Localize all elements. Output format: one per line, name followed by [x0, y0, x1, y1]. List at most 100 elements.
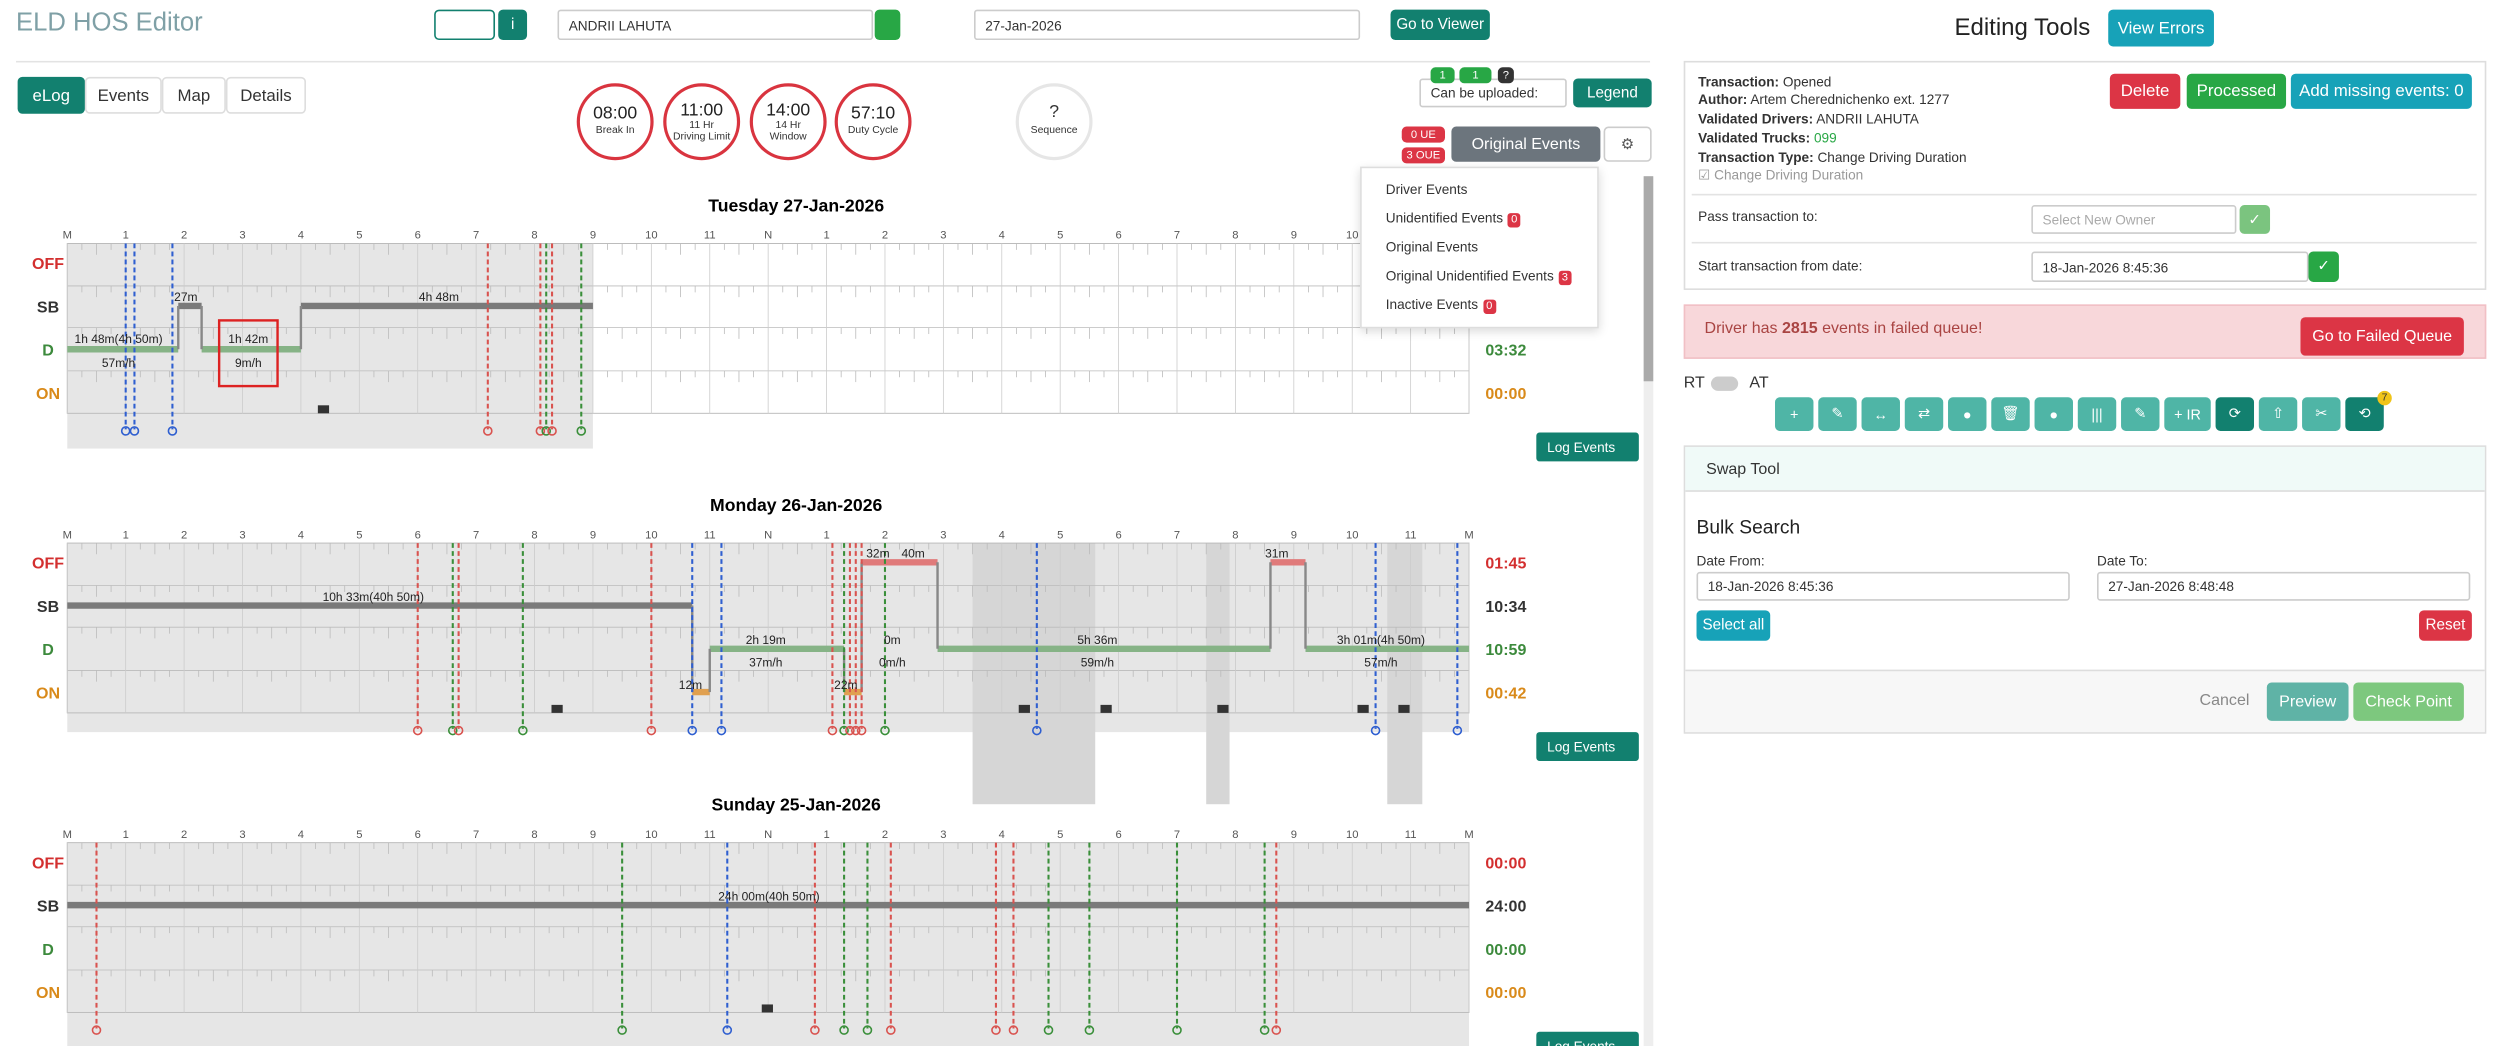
tool-button[interactable]: + IR — [2164, 397, 2211, 431]
check-point[interactable]: Check Point — [2353, 682, 2464, 721]
cancel[interactable]: Cancel — [2199, 692, 2250, 710]
failed-queue[interactable]: Go to Failed Queue — [2300, 317, 2464, 356]
go-viewer[interactable]: Go to Viewer — [1390, 9, 1490, 41]
owner-select[interactable]: Select New Owner — [2031, 205, 2237, 234]
processed[interactable]: Processed — [2186, 73, 2287, 109]
info-button[interactable]: i — [498, 9, 528, 41]
tool-button[interactable]: + — [1775, 397, 1814, 431]
sequence-value: ? — [1049, 102, 1060, 122]
original-events[interactable]: Original Events — [1451, 126, 1601, 162]
to-label: Date To: — [2097, 552, 2148, 569]
event-marker — [541, 426, 552, 436]
tool-button[interactable]: ⇄ — [1904, 397, 1944, 431]
tool-button[interactable]: ✎ — [1818, 397, 1857, 431]
driver-select[interactable]: ANDRII LAHUTA — [557, 9, 874, 41]
tool-button[interactable]: ● — [1948, 397, 1987, 431]
hour-label: 3 — [940, 829, 946, 841]
hour-label: 1 — [123, 230, 129, 242]
reset[interactable]: Reset — [2419, 610, 2472, 641]
view-errors[interactable]: View Errors — [2108, 9, 2214, 47]
tab[interactable]: Details — [225, 76, 306, 114]
clock — [834, 83, 912, 161]
log-events-button[interactable] — [1536, 1031, 1639, 1046]
start-date[interactable]: 18-Jan-2026 8:45:36 — [2031, 251, 2309, 282]
hour-label: 3 — [940, 529, 946, 541]
highlight-box — [217, 319, 279, 388]
hour-label: 7 — [1174, 529, 1180, 541]
clock — [663, 83, 741, 161]
status-label: ON — [36, 684, 60, 702]
add-missing[interactable]: Add missing events: 0 — [2290, 73, 2472, 109]
from-label: Date From: — [1696, 552, 1765, 569]
tool-button[interactable]: ● — [2034, 397, 2073, 431]
rt: RT — [1683, 374, 1705, 393]
start-label: Start transaction from date: — [1698, 257, 1863, 274]
hour-label: 7 — [1174, 829, 1180, 841]
camera-icon — [1398, 704, 1410, 713]
preview[interactable]: Preview — [2266, 682, 2349, 721]
hour-label: 10 — [645, 230, 657, 242]
checkbox-label: Change Driving Duration — [1714, 166, 1864, 183]
oue-badge: 3 OUE — [1401, 147, 1446, 164]
hour-label: 2 — [882, 230, 888, 242]
tool-button[interactable]: ⇧ — [2258, 397, 2298, 431]
dropdown-item[interactable]: Original Events — [1386, 239, 1478, 255]
settings-button[interactable]: ⚙ — [1603, 126, 1652, 162]
event-marker — [412, 725, 423, 736]
annotation: 57m/h — [102, 356, 135, 370]
date-from[interactable]: 18-Jan-2026 8:45:36 — [1696, 571, 2070, 601]
hour-label: 10 — [645, 829, 657, 841]
toggle[interactable] — [1710, 376, 1739, 391]
date-to[interactable]: 27-Jan-2026 8:48:48 — [2097, 571, 2471, 601]
annotation: 27m — [174, 290, 197, 304]
checkbox[interactable]: ☑ Change Driving Duration — [1698, 166, 1864, 183]
tool-button[interactable]: ⟳ — [2215, 397, 2255, 431]
tab[interactable]: Map — [161, 76, 226, 114]
hour-label: 1 — [823, 829, 829, 841]
alert-pre: Driver has — [1704, 320, 1778, 339]
log-events-button[interactable] — [1536, 732, 1639, 761]
dropdown-item[interactable]: Original Unidentified Events 3 — [1386, 268, 1572, 286]
swap-title: Swap Tool — [1706, 461, 1780, 479]
event-marker — [129, 426, 140, 436]
annotation: 10h 33m(40h 50m) — [323, 590, 424, 604]
tool-button[interactable]: 🗑 — [1991, 397, 2030, 431]
annotation: 3h 01m(4h 50m) — [1337, 633, 1425, 647]
hour-label: 10 — [1346, 829, 1358, 841]
dropdown-item[interactable]: Inactive Events 0 — [1386, 296, 1496, 314]
tool-button[interactable]: ⟲ — [2345, 397, 2384, 431]
swap-header — [1685, 446, 2485, 492]
annotation: 22m — [834, 678, 857, 692]
hour-label: N — [764, 230, 772, 242]
info-label: Validated Trucks: — [1698, 129, 1811, 146]
confirm-date[interactable]: ✓ — [2308, 251, 2339, 282]
total: 00:42 — [1485, 684, 1526, 702]
confirm-owner[interactable]: ✓ — [2239, 205, 2271, 234]
user-button[interactable] — [874, 9, 901, 41]
event-marker — [810, 1025, 820, 1035]
icon-buttons[interactable] — [434, 9, 496, 41]
status-label: SB — [37, 298, 59, 316]
hour-label: 4 — [999, 529, 1005, 541]
date-input[interactable]: 27-Jan-2026 — [974, 9, 1361, 41]
legend-button[interactable]: Legend — [1573, 78, 1652, 108]
tool-button[interactable]: ↔ — [1861, 397, 1900, 431]
camera-icon — [761, 1004, 773, 1013]
hour-label: 3 — [940, 230, 946, 242]
select-all[interactable]: Select all — [1696, 610, 1771, 641]
hour-label: 11 — [1405, 829, 1417, 841]
tab[interactable]: eLog — [17, 76, 85, 114]
upload-select[interactable]: Can be uploaded: — [1419, 78, 1567, 108]
annotation: 9m/h — [235, 356, 262, 370]
dropdown-item[interactable]: Driver Events — [1386, 181, 1468, 197]
clock-value: 11:00 — [680, 100, 724, 121]
tab[interactable]: Events — [84, 76, 162, 114]
log-events-button[interactable] — [1536, 432, 1639, 462]
tool-button[interactable]: ✂ — [2302, 397, 2341, 431]
event-marker — [167, 426, 178, 436]
delete[interactable]: Delete — [2109, 73, 2181, 109]
tool-button[interactable]: ✎ — [2121, 397, 2160, 431]
tool-button[interactable]: ||| — [2077, 397, 2117, 431]
dropdown-item[interactable]: Unidentified Events 0 — [1386, 210, 1521, 228]
